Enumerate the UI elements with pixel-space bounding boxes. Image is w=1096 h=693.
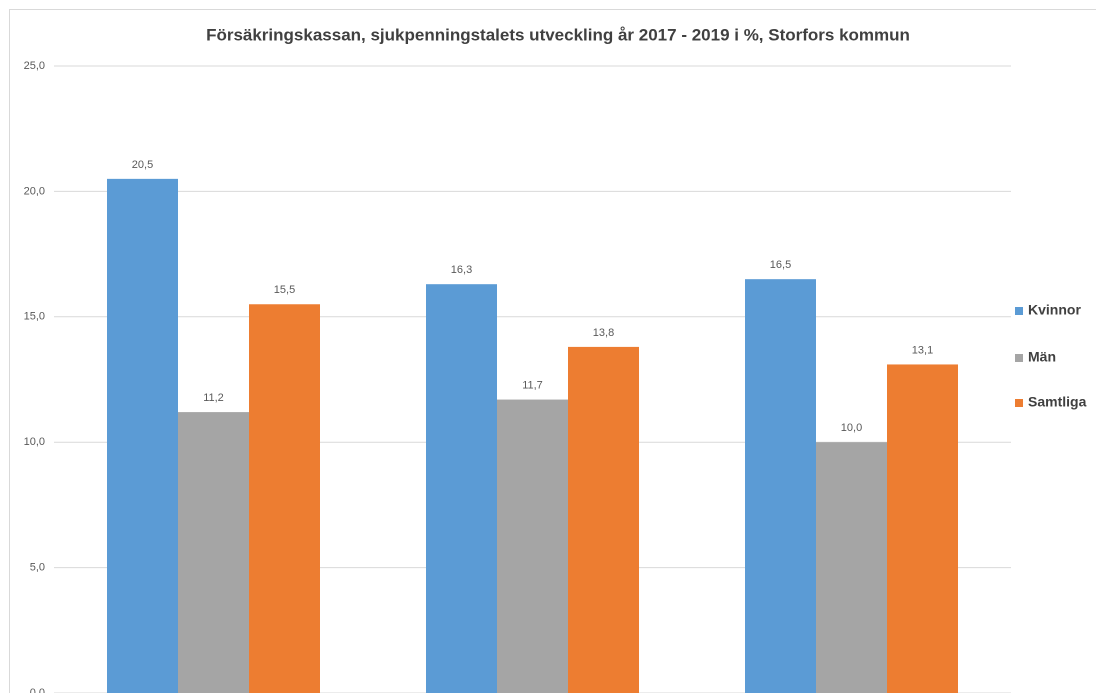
- value-label: 11,2: [203, 392, 224, 404]
- bar: [887, 364, 958, 693]
- value-label: 15,5: [274, 284, 295, 296]
- legend-swatch: [1015, 307, 1023, 315]
- bar: [497, 399, 568, 693]
- value-label: 13,1: [912, 344, 933, 356]
- bar: [426, 284, 497, 693]
- y-tick-label: 20,0: [24, 185, 45, 197]
- legend-label: Samtliga: [1028, 394, 1087, 410]
- bar: [178, 412, 249, 693]
- value-label: 16,3: [451, 264, 472, 276]
- chart-title: Försäkringskassan, sjukpenningstalets ut…: [206, 25, 910, 44]
- bar: [568, 346, 639, 693]
- value-label: 11,7: [522, 379, 543, 391]
- bar: [816, 442, 887, 693]
- legend-swatch: [1015, 354, 1023, 362]
- y-tick-label: 10,0: [24, 436, 45, 448]
- bar: [745, 279, 816, 693]
- value-label: 13,8: [593, 327, 614, 339]
- legend-swatch: [1015, 399, 1023, 407]
- bar: [107, 178, 178, 693]
- y-tick-label: 5,0: [30, 562, 45, 574]
- value-label: 16,5: [770, 259, 791, 271]
- y-tick-label: 0,0: [30, 687, 45, 693]
- bar: [249, 304, 320, 693]
- value-label: 20,5: [132, 159, 153, 171]
- y-tick-label: 15,0: [24, 311, 45, 323]
- legend-label: Kvinnor: [1028, 302, 1081, 318]
- y-tick-label: 25,0: [24, 60, 45, 72]
- value-label: 10,0: [841, 422, 862, 434]
- chart-frame: [9, 9, 1096, 693]
- legend-label: Män: [1028, 349, 1056, 365]
